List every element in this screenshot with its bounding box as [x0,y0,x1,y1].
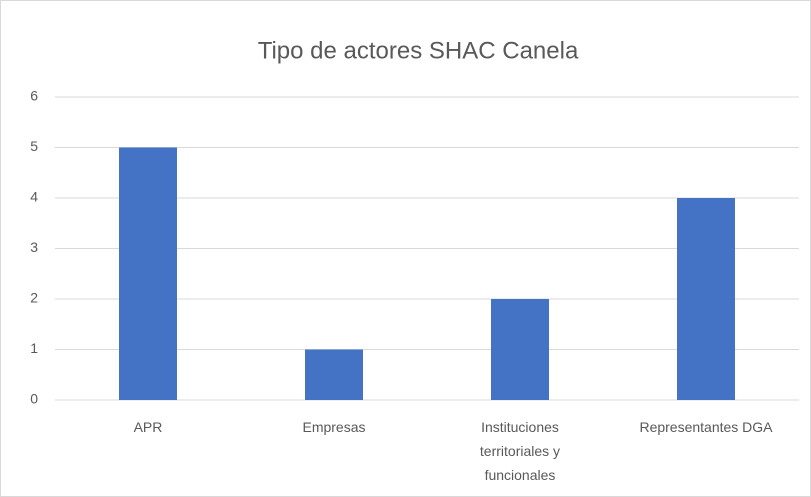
bar [491,299,549,400]
y-tick-label: 6 [30,88,38,104]
x-tick-label: Representantes DGA [639,419,773,435]
bar [119,147,177,400]
x-tick-label: APR [134,419,163,435]
y-tick-label: 1 [30,340,38,356]
y-tick-label: 0 [30,391,38,407]
y-tick-label: 5 [30,138,38,154]
x-tick-label: Empresas [302,419,365,435]
bar [677,198,735,400]
y-tick-label: 2 [30,290,38,306]
bar [305,349,363,400]
x-tick-label: Instituciones territoriales y funcionales [480,419,560,483]
y-tick-label: 4 [30,189,38,205]
y-tick-label: 3 [30,239,38,255]
chart-title: Tipo de actores SHAC Canela [258,37,579,64]
